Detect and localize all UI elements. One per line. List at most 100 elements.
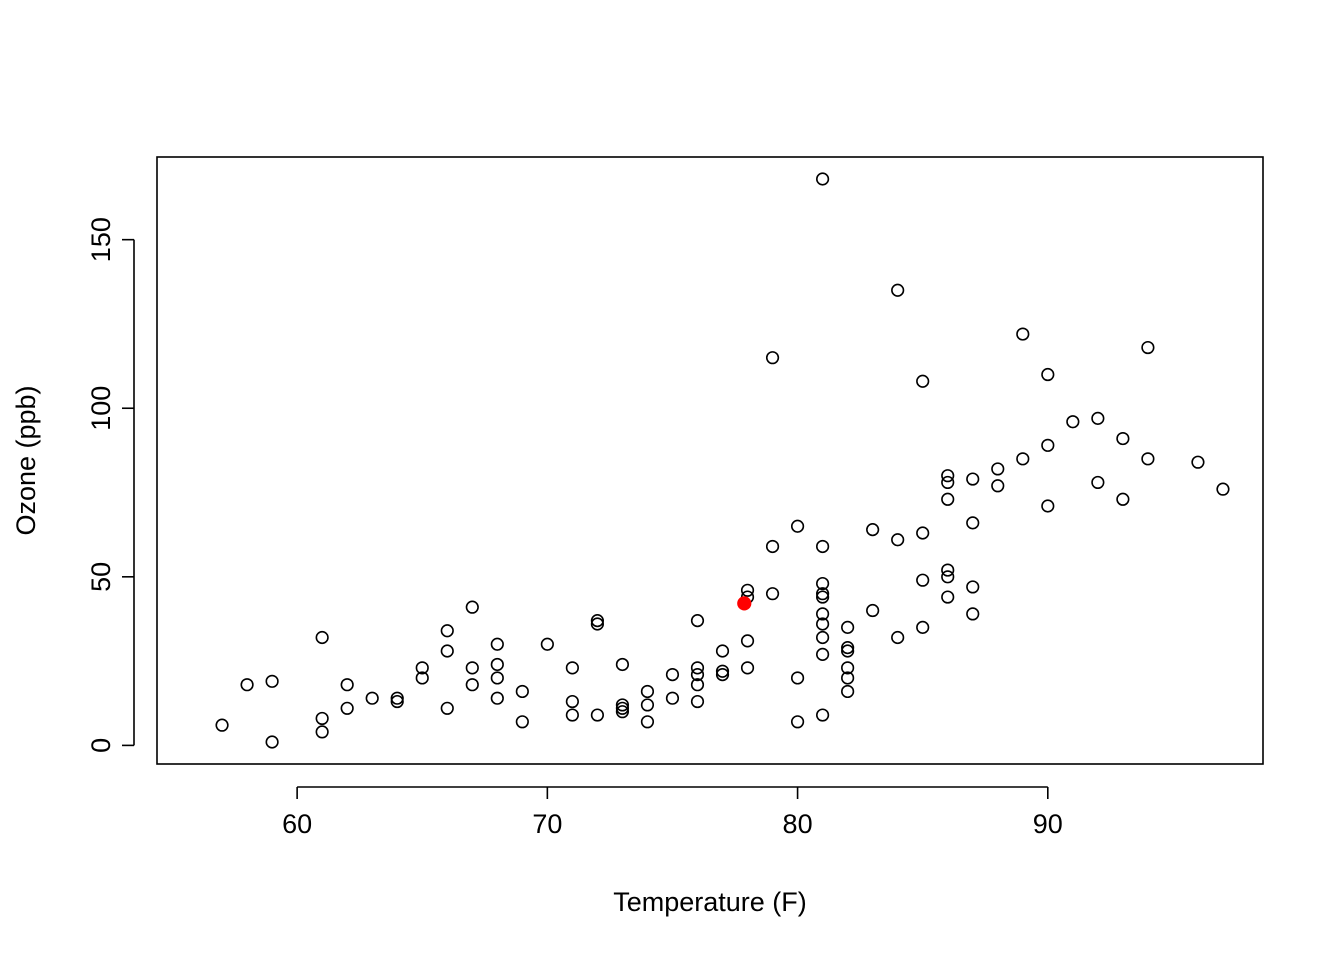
data-point <box>690 667 705 682</box>
data-point <box>941 492 955 506</box>
data-point <box>1041 367 1055 382</box>
x-axis-title: Temperature (F) <box>613 887 807 917</box>
data-point <box>790 715 805 729</box>
data-point <box>916 573 930 587</box>
data-point <box>816 647 830 661</box>
y-tick-label: 150 <box>86 217 116 262</box>
data-point <box>1091 475 1105 490</box>
y-axis: 0 50 100 150 <box>86 217 135 753</box>
data-point <box>465 600 479 614</box>
data-point <box>440 701 454 715</box>
data-point <box>1191 455 1205 469</box>
data-point <box>565 661 579 675</box>
data-point <box>315 711 329 726</box>
data-point <box>540 637 554 651</box>
x-tick-label: 80 <box>783 809 813 839</box>
data-point <box>515 684 529 699</box>
data-point <box>941 590 955 604</box>
data-point <box>690 678 705 692</box>
data-point <box>841 641 855 655</box>
data-point <box>816 539 830 554</box>
data-point <box>1116 492 1130 506</box>
data-point <box>565 694 579 709</box>
data-point <box>1041 438 1055 452</box>
data-point <box>790 519 805 533</box>
data-point <box>891 283 905 297</box>
data-point <box>615 698 630 712</box>
data-point <box>715 667 730 682</box>
data-point <box>841 661 855 675</box>
data-point <box>440 644 454 658</box>
data-point <box>765 587 780 601</box>
y-tick-label: 100 <box>86 386 116 431</box>
data-point <box>590 614 604 628</box>
data-point <box>816 708 830 722</box>
data-point <box>816 587 830 601</box>
data-point <box>816 630 830 645</box>
data-point <box>690 614 705 628</box>
data-point <box>1041 499 1055 513</box>
data-point <box>966 607 980 621</box>
data-point <box>966 472 980 486</box>
data-point <box>941 469 955 483</box>
data-point <box>615 701 630 715</box>
data-point <box>315 630 329 645</box>
data-point <box>1016 327 1030 341</box>
data-point <box>765 539 780 554</box>
y-tick-label: 50 <box>86 562 116 592</box>
data-point <box>1066 415 1080 429</box>
data-point <box>665 691 680 705</box>
data-point <box>941 563 955 577</box>
data-point <box>590 708 604 722</box>
x-tick-label: 90 <box>1033 809 1063 839</box>
data-point <box>415 661 429 675</box>
data-point <box>565 708 579 722</box>
data-point <box>816 576 830 591</box>
data-point <box>315 725 329 739</box>
data-point <box>740 583 755 597</box>
data-points <box>215 172 1230 749</box>
data-point <box>1141 452 1155 466</box>
y-axis-title: Ozone (ppb) <box>11 385 41 535</box>
data-point <box>240 678 254 692</box>
data-point <box>465 678 479 692</box>
data-point <box>816 172 830 186</box>
data-point <box>490 671 504 685</box>
data-point <box>816 590 830 604</box>
data-point <box>640 698 655 712</box>
data-point <box>715 644 730 658</box>
data-point <box>340 701 354 715</box>
data-point <box>1116 431 1130 446</box>
data-point <box>991 479 1005 493</box>
data-point <box>665 667 680 682</box>
x-axis: 60 70 80 90 <box>282 786 1063 839</box>
data-point <box>465 661 479 675</box>
data-point <box>1091 411 1105 425</box>
data-point <box>615 705 630 719</box>
data-point <box>816 617 830 631</box>
data-point <box>966 580 980 594</box>
data-point <box>816 607 830 621</box>
data-point <box>715 664 730 678</box>
data-point <box>941 475 955 490</box>
data-point <box>991 462 1005 476</box>
data-point <box>765 351 780 365</box>
data-point <box>690 694 705 709</box>
data-point <box>790 671 805 685</box>
data-point <box>1216 482 1230 496</box>
data-point <box>841 644 855 658</box>
data-point <box>841 684 855 699</box>
data-point <box>415 671 429 685</box>
data-point <box>640 684 655 699</box>
data-point <box>640 715 655 729</box>
data-point <box>515 715 529 729</box>
data-point <box>390 694 404 709</box>
data-point <box>265 735 279 749</box>
data-point <box>891 533 905 547</box>
data-point <box>941 570 955 584</box>
x-tick-label: 70 <box>532 809 562 839</box>
data-point <box>740 634 755 648</box>
data-point <box>866 603 880 618</box>
data-point <box>1141 340 1155 355</box>
